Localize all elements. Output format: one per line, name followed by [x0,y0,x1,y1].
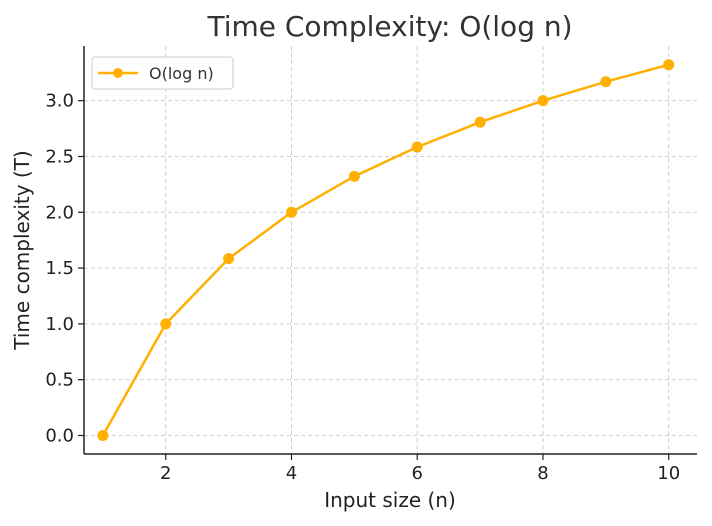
x-tick-label: 8 [537,463,548,484]
series-layer [97,59,675,441]
data-point [537,95,549,107]
data-point [348,170,360,182]
data-point [223,253,235,265]
y-ticks: 0.0 0.5 1.0 1.5 2.0 2.5 3.0 [45,91,84,446]
y-tick-label: 0.5 [45,370,74,391]
grid [84,46,697,454]
series-line [101,63,670,437]
data-point [285,206,297,218]
data-point [474,116,486,128]
x-tick-label: 2 [160,463,171,484]
data-point [97,429,109,441]
y-tick-label: 3.0 [45,91,74,112]
legend-marker-swatch [113,68,123,78]
y-tick-label: 0.0 [45,425,74,446]
y-tick-label: 2.5 [45,146,74,167]
data-point [663,59,675,71]
chart-title: Time Complexity: O(log n) [206,10,572,43]
data-point [160,318,172,330]
data-point [600,76,612,88]
y-axis-label: Time complexity (T) [10,150,34,350]
y-tick-label: 1.5 [45,258,74,279]
x-tick-label: 4 [286,463,297,484]
legend-label: O(log n) [149,64,214,83]
data-point [411,141,423,153]
x-tick-label: 10 [657,463,680,484]
legend-box [91,56,234,90]
y-tick-label: 1.0 [45,314,74,335]
x-ticks: 2 4 6 8 10 [160,454,680,484]
x-tick-label: 6 [411,463,422,484]
legend: O(log n) [91,56,234,90]
y-tick-label: 2.0 [45,202,74,223]
x-axis-label: Input size (n) [324,488,456,512]
